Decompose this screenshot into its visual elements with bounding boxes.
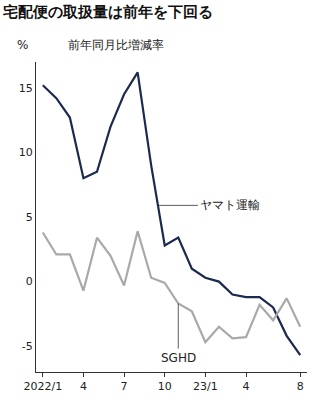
svg-text:-5: -5 xyxy=(22,340,33,353)
svg-text:5: 5 xyxy=(26,211,33,224)
svg-text:前年同月比増減率: 前年同月比増減率 xyxy=(68,38,164,52)
svg-text:7: 7 xyxy=(121,380,128,393)
svg-text:2022/1: 2022/1 xyxy=(23,380,62,393)
svg-text:10: 10 xyxy=(19,146,33,159)
svg-text:%: % xyxy=(17,38,28,52)
svg-text:4: 4 xyxy=(80,380,87,393)
svg-text:8: 8 xyxy=(297,380,304,393)
svg-text:宅配便の取扱量は前年を下回る: 宅配便の取扱量は前年を下回る xyxy=(3,3,213,21)
svg-text:SGHD: SGHD xyxy=(161,351,196,365)
svg-text:4: 4 xyxy=(243,380,250,393)
svg-text:10: 10 xyxy=(158,380,172,393)
svg-text:0: 0 xyxy=(26,275,33,288)
svg-text:15: 15 xyxy=(19,82,33,95)
svg-text:ヤマト運輸: ヤマト運輸 xyxy=(200,198,260,212)
svg-text:23/1: 23/1 xyxy=(193,380,218,393)
